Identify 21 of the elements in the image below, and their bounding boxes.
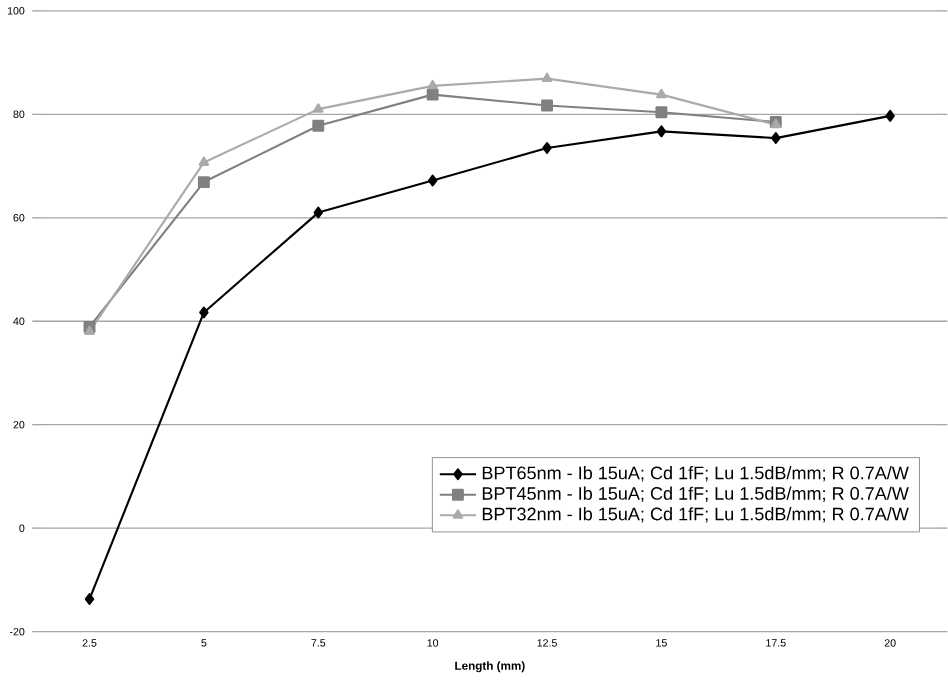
point — [312, 103, 324, 113]
point — [656, 125, 667, 138]
point — [656, 89, 667, 99]
point — [541, 99, 553, 112]
point — [427, 174, 438, 187]
point — [313, 206, 323, 219]
point — [426, 89, 439, 101]
legend-label: BPT32nm - Ib 15uA; Cd 1fF; Lu 1.5dB/mm; R 0.7A/W — [482, 507, 909, 523]
point — [655, 106, 668, 119]
point — [198, 156, 210, 167]
point — [199, 306, 209, 319]
point — [542, 142, 552, 155]
point — [771, 132, 781, 145]
point — [541, 73, 553, 83]
legend-label: BPT65nm - Ib 15uA; Cd 1fF; Lu 1.5dB/mm; R 0.7A/W — [482, 466, 909, 482]
legend-label: BPT45nm - Ib 15uA; Cd 1fF; Lu 1.5dB/mm; R 0.7A/W — [482, 486, 909, 503]
point — [885, 110, 895, 123]
point — [312, 120, 325, 132]
point — [427, 80, 438, 90]
point — [197, 176, 210, 189]
point — [84, 593, 95, 606]
